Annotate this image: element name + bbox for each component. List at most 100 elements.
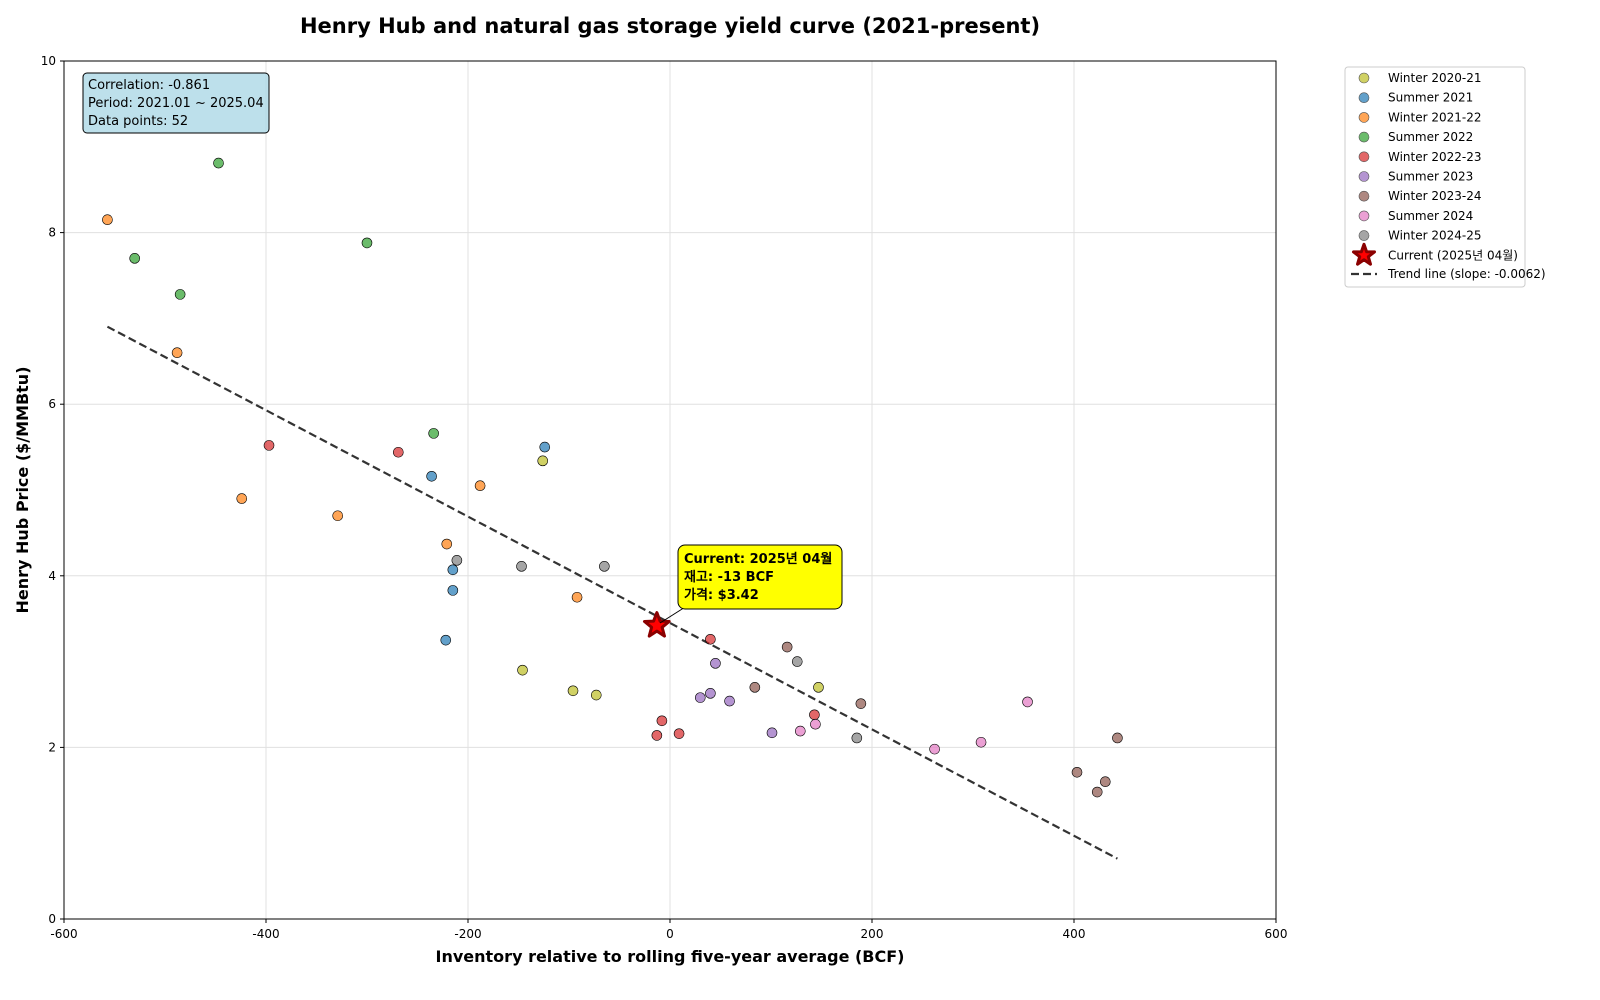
legend: Winter 2020-21 Summer 2021 Winter 2021-22 S…	[1344, 66, 1546, 288]
data-point	[571, 591, 583, 603]
legend-label: Winter 2023-24	[1388, 189, 1482, 203]
annotation-line-1: Current: 2025년 04월	[684, 551, 832, 567]
legend-marker	[1358, 210, 1370, 222]
y-tick-label: 0	[48, 912, 56, 926]
data-point	[474, 480, 486, 492]
legend-label: Winter 2024-25	[1388, 229, 1482, 243]
x-axis-label: Inventory relative to rolling five-year …	[436, 947, 905, 966]
data-point	[517, 664, 528, 676]
data-point	[710, 658, 721, 669]
data-point	[794, 725, 806, 737]
data-point	[724, 695, 735, 707]
data-point	[651, 730, 663, 741]
x-tick-label: -400	[252, 927, 279, 941]
legend-label: Winter 2020-21	[1388, 71, 1482, 85]
data-point	[263, 440, 275, 451]
data-point	[440, 634, 452, 646]
data-point	[236, 493, 248, 504]
x-tick-label: 600	[1265, 927, 1288, 941]
x-tick-label: 200	[861, 927, 884, 941]
data-point	[673, 728, 685, 739]
data-point	[537, 455, 549, 467]
data-point	[361, 237, 373, 249]
y-axis-label: Henry Hub Price ($/MMBtu)	[13, 366, 32, 613]
legend-label: Summer 2021	[1388, 91, 1473, 105]
data-point	[1112, 732, 1123, 744]
current-annotation: Current: 2025년 04월 재고: -13 BCF 가격: $3.42	[659, 544, 843, 624]
data-point	[810, 718, 821, 730]
y-tick-label: 6	[48, 397, 56, 411]
stats-box: Correlation: -0.861 Period: 2021.01 ~ 20…	[82, 72, 270, 134]
data-point	[590, 689, 602, 701]
legend-label: Winter 2022-23	[1388, 150, 1482, 164]
x-tick-label: 0	[666, 927, 674, 941]
y-tick-label: 4	[48, 569, 56, 583]
legend-label: Winter 2021-22	[1388, 110, 1482, 124]
legend-marker	[1358, 230, 1370, 241]
data-point	[705, 688, 716, 699]
data-point	[332, 510, 344, 522]
legend-marker	[1358, 190, 1370, 202]
data-point	[213, 157, 224, 169]
x-tick-label: 400	[1063, 927, 1086, 941]
data-point	[1022, 696, 1033, 708]
data-point	[174, 289, 186, 300]
legend-marker	[1358, 72, 1370, 84]
data-point	[809, 709, 820, 721]
data-point	[516, 561, 527, 572]
data-point	[102, 214, 113, 226]
data-point	[1100, 776, 1111, 788]
annotation-line-3: 가격: $3.42	[684, 588, 759, 603]
data-point	[426, 470, 437, 482]
data-point	[447, 564, 459, 576]
points-group	[102, 157, 1123, 798]
data-point	[428, 428, 439, 439]
y-tick-label: 8	[48, 226, 56, 240]
data-point	[929, 743, 940, 755]
data-point	[1091, 786, 1103, 798]
legend-marker-current	[1352, 242, 1376, 266]
legend-marker	[1358, 171, 1370, 182]
data-point	[766, 727, 778, 739]
legend-label: Trend line (slope: -0.0062)	[1387, 267, 1546, 281]
legend-label: Current (2025년 04월)	[1388, 248, 1518, 262]
data-point	[1071, 766, 1083, 778]
legend-marker	[1358, 131, 1370, 143]
trend-line-group	[106, 325, 1118, 860]
data-point	[694, 692, 706, 703]
data-point	[813, 682, 824, 693]
data-point	[447, 585, 459, 596]
legend-label: Summer 2022	[1388, 130, 1473, 144]
trend-line	[106, 325, 1118, 860]
data-point	[781, 641, 793, 653]
data-point	[749, 682, 761, 693]
data-point	[171, 347, 183, 359]
data-point	[975, 736, 987, 748]
current-point-star	[643, 611, 671, 638]
x-tick-label: -200	[454, 927, 481, 941]
y-tick-label: 2	[48, 740, 56, 754]
data-point	[855, 698, 867, 709]
data-point	[129, 253, 140, 264]
x-tick-label: -600	[50, 927, 77, 941]
data-point	[451, 555, 463, 566]
ticks: -600 -400 -200 0 200 400 600 0 2 4 6 8 10	[41, 54, 1288, 941]
legend-label: Summer 2024	[1388, 209, 1473, 223]
data-point	[599, 561, 610, 572]
stats-period: Period: 2021.01 ~ 2025.04	[88, 96, 264, 111]
data-point	[656, 715, 668, 727]
y-tick-label: 10	[41, 54, 56, 68]
data-point	[539, 441, 551, 453]
chart-title: Henry Hub and natural gas storage yield …	[300, 14, 1040, 38]
stats-correlation: Correlation: -0.861	[88, 78, 210, 93]
data-point	[705, 633, 716, 645]
legend-label: Summer 2023	[1388, 170, 1473, 184]
annotation-line-2: 재고: -13 BCF	[684, 570, 774, 585]
legend-marker	[1358, 151, 1370, 163]
data-point	[851, 732, 863, 744]
data-point	[791, 656, 803, 667]
data-point	[567, 685, 579, 697]
data-point	[441, 538, 453, 550]
legend-marker	[1358, 92, 1370, 103]
